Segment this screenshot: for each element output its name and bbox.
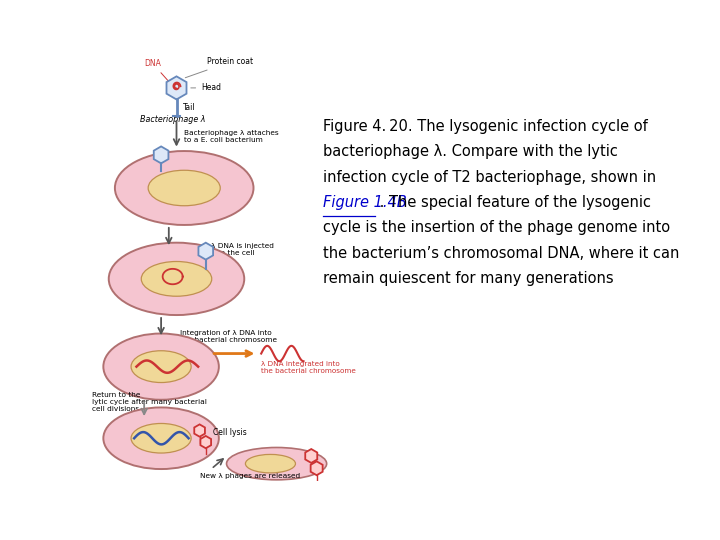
Text: Figure 1.4B: Figure 1.4B — [323, 195, 407, 210]
Text: DNA: DNA — [144, 59, 168, 81]
Text: . The special feature of the lysogenic: . The special feature of the lysogenic — [375, 195, 651, 210]
Polygon shape — [194, 424, 205, 437]
Ellipse shape — [104, 334, 219, 400]
Polygon shape — [310, 461, 323, 475]
Text: λ DNA is injected
into the cell: λ DNA is injected into the cell — [211, 244, 274, 256]
Text: Head: Head — [191, 83, 221, 92]
Text: Protein coat: Protein coat — [185, 57, 253, 78]
Polygon shape — [166, 76, 186, 99]
Text: Bacteriophage λ attaches
to a E. coli bacterium: Bacteriophage λ attaches to a E. coli ba… — [184, 130, 279, 143]
Text: Figure 4. 20. The lysogenic infection cycle of: Figure 4. 20. The lysogenic infection cy… — [323, 119, 647, 134]
Text: Tail: Tail — [183, 104, 195, 112]
Polygon shape — [154, 146, 168, 164]
Text: λ DNA integrated into
the bacterial chromosome: λ DNA integrated into the bacterial chro… — [261, 361, 356, 374]
Ellipse shape — [227, 448, 327, 480]
Ellipse shape — [131, 351, 191, 382]
Polygon shape — [199, 242, 213, 260]
Polygon shape — [305, 449, 318, 463]
Ellipse shape — [131, 423, 191, 453]
Text: New λ phages are released: New λ phages are released — [199, 473, 300, 479]
Text: remain quiescent for many generations: remain quiescent for many generations — [323, 271, 613, 286]
Ellipse shape — [246, 455, 295, 473]
Text: bacteriophage λ. Compare with the lytic: bacteriophage λ. Compare with the lytic — [323, 144, 618, 159]
Ellipse shape — [104, 408, 219, 469]
Text: Return to the
lytic cycle after many bacterial
cell divisions: Return to the lytic cycle after many bac… — [92, 392, 207, 412]
Text: Integration of λ DNA into
the bacterial chromosome: Integration of λ DNA into the bacterial … — [180, 330, 277, 343]
Ellipse shape — [109, 242, 244, 315]
Ellipse shape — [141, 261, 212, 296]
Ellipse shape — [115, 151, 253, 225]
Text: cycle is the insertion of the phage genome into: cycle is the insertion of the phage geno… — [323, 220, 670, 235]
Ellipse shape — [148, 170, 220, 206]
Polygon shape — [200, 436, 211, 448]
Text: Bacteriophage λ: Bacteriophage λ — [140, 115, 205, 124]
Text: the bacterium’s chromosomal DNA, where it can: the bacterium’s chromosomal DNA, where i… — [323, 246, 679, 261]
Text: infection cycle of T2 bacteriophage, shown in: infection cycle of T2 bacteriophage, sho… — [323, 170, 656, 185]
Text: Cell lysis: Cell lysis — [212, 428, 246, 437]
